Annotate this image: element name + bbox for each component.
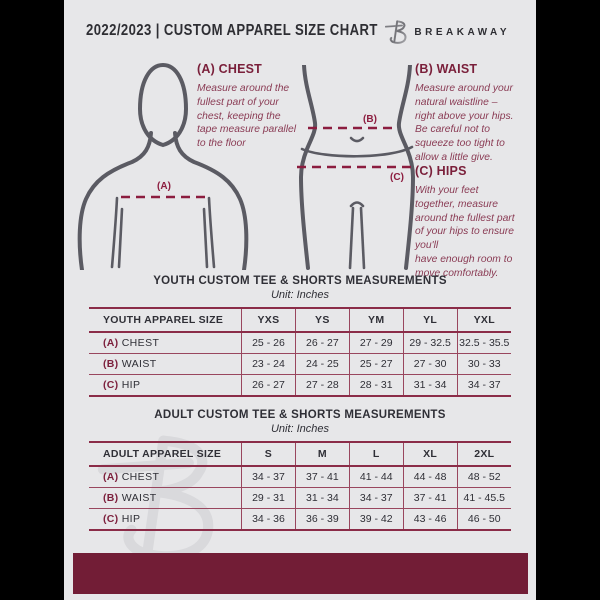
cell-value: 46 - 50 [456, 508, 511, 530]
cell-value: 29 - 32.5 [402, 331, 458, 354]
cell-value: 27 - 29 [348, 331, 404, 354]
cell-value: 37 - 41 [294, 465, 350, 488]
cell-value: 41 - 45.5 [456, 487, 511, 509]
cell-value: 30 - 33 [456, 353, 511, 375]
hips-section: (C) HIPS With your feet together, measur… [415, 164, 535, 281]
youth-size-column-label: YOUTH APPAREL SIZE [103, 314, 224, 326]
row-prefix: (B) [103, 358, 119, 370]
adult-waist-row: (B) WAIST 29 - 31 31 - 34 34 - 37 37 - 4… [89, 487, 511, 509]
hips-marker-label: (C) [390, 172, 404, 183]
hips-instructions: With your feet together, measure around … [415, 185, 515, 279]
youth-waist-row: (B) WAIST 23 - 24 24 - 25 25 - 27 27 - 3… [89, 353, 511, 375]
row-label: WAIST [121, 358, 157, 370]
adult-table-unit: Unit: Inches [270, 423, 330, 435]
cell-value: 34 - 37 [348, 487, 404, 509]
page-title-text: 2022/2023 | CUSTOM APPAREL SIZE CHART [86, 22, 378, 39]
hips-heading: (C) HIPS [415, 164, 467, 178]
youth-col-yxs: YXS [241, 308, 296, 332]
adult-hip-row: (C) HIP 34 - 36 36 - 39 39 - 42 43 - 46 … [89, 508, 511, 530]
waist-heading: (B) WAIST [415, 62, 478, 76]
cell-value: 29 - 31 [241, 487, 296, 509]
cell-value: 31 - 34 [294, 487, 350, 509]
adult-col-xl: XL [402, 442, 458, 466]
row-prefix: (A) [103, 471, 119, 483]
adult-chest-row: (A) CHEST 34 - 37 37 - 41 41 - 44 44 - 4… [89, 465, 511, 488]
cell-value: 41 - 44 [348, 465, 404, 488]
adult-col-l: L [348, 442, 404, 466]
cell-value: 39 - 42 [348, 508, 404, 530]
row-label: HIP [121, 513, 141, 525]
row-prefix: (C) [103, 379, 119, 391]
breakaway-logo-icon [385, 20, 407, 44]
youth-col-yxl: YXL [456, 308, 511, 332]
cell-value: 48 - 52 [456, 465, 511, 488]
youth-header-row: YOUTH APPAREL SIZE YXS YS YM YL YXL [89, 308, 511, 332]
row-prefix: (B) [103, 492, 119, 504]
row-prefix: (A) [103, 337, 119, 349]
cell-value: 24 - 25 [294, 353, 350, 375]
page-title: 2022/2023 | CUSTOM APPAREL SIZE CHART [86, 22, 442, 40]
cell-value: 34 - 37 [456, 374, 511, 396]
cell-value: 44 - 48 [402, 465, 458, 488]
waist-instructions: Measure around your natural waistline – … [415, 83, 514, 163]
size-chart-page: 2022/2023 | CUSTOM APPAREL SIZE CHART BR… [64, 0, 536, 600]
hips-figure: (B) (C) [297, 65, 416, 270]
brand-name: BREAKAWAY [414, 26, 510, 38]
chest-heading: (A) CHEST [197, 62, 262, 76]
chest-marker-label: (A) [157, 181, 171, 192]
cell-value: 32.5 - 35.5 [456, 331, 511, 354]
brand-lockup: BREAKAWAY [384, 19, 510, 45]
cell-value: 27 - 28 [294, 374, 350, 396]
youth-col-yl: YL [402, 308, 458, 332]
cell-value: 34 - 37 [241, 465, 296, 488]
row-label: HIP [121, 379, 141, 391]
waist-marker-label: (B) [363, 114, 377, 125]
cell-value: 36 - 39 [294, 508, 350, 530]
cell-value: 23 - 24 [241, 353, 296, 375]
youth-hip-row: (C) HIP 26 - 27 27 - 28 28 - 31 31 - 34 … [89, 374, 511, 396]
waist-section: (B) WAIST Measure around your natural wa… [415, 62, 530, 165]
adult-header-row: ADULT APPAREL SIZE S M L XL 2XL [89, 442, 511, 466]
footer-bar [73, 553, 528, 594]
cell-value: 27 - 30 [402, 353, 458, 375]
youth-table-unit: Unit: Inches [270, 289, 330, 301]
row-label: CHEST [121, 471, 160, 483]
adult-col-m: M [294, 442, 350, 466]
adult-size-table: ADULT APPAREL SIZE S M L XL 2XL (A) CHES… [89, 441, 511, 531]
row-prefix: (C) [103, 513, 119, 525]
adult-col-2xl: 2XL [456, 442, 511, 466]
youth-size-table: YOUTH APPAREL SIZE YXS YS YM YL YXL (A) … [89, 307, 511, 397]
cell-value: 28 - 31 [348, 374, 404, 396]
cell-value: 25 - 27 [348, 353, 404, 375]
cell-value: 25 - 26 [241, 331, 296, 354]
cell-value: 26 - 27 [294, 331, 350, 354]
torso-figure: (A) [77, 62, 249, 270]
cell-value: 43 - 46 [402, 508, 458, 530]
youth-col-ym: YM [348, 308, 404, 332]
row-label: CHEST [121, 337, 160, 349]
adult-table-title: ADULT CUSTOM TEE & SHORTS MEASUREMENTS [154, 409, 446, 421]
cell-value: 31 - 34 [402, 374, 458, 396]
adult-size-column-label: ADULT APPAREL SIZE [103, 448, 222, 460]
youth-table-title: YOUTH CUSTOM TEE & SHORTS MEASUREMENTS [153, 275, 447, 287]
adult-col-s: S [241, 442, 296, 466]
youth-col-ys: YS [294, 308, 350, 332]
chest-section: (A) CHEST Measure around the fullest par… [197, 62, 322, 151]
cell-value: 26 - 27 [241, 374, 296, 396]
chest-instructions: Measure around the fullest part of your … [197, 83, 297, 150]
cell-value: 37 - 41 [402, 487, 458, 509]
cell-value: 34 - 36 [241, 508, 296, 530]
row-label: WAIST [121, 492, 157, 504]
youth-chest-row: (A) CHEST 25 - 26 26 - 27 27 - 29 29 - 3… [89, 331, 511, 354]
